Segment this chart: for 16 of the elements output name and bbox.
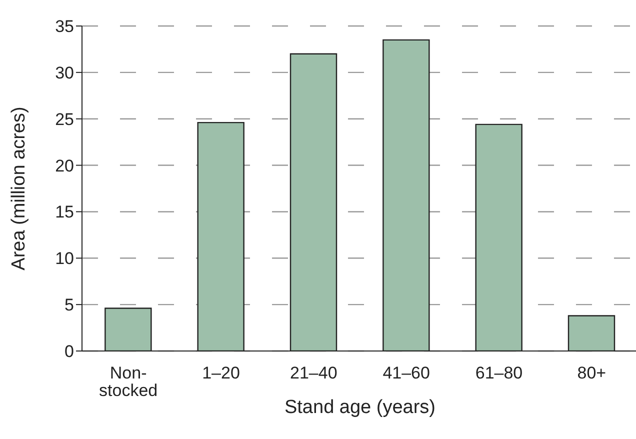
- y-tick-label: 30: [55, 63, 74, 82]
- y-axis-title: Area (million acres): [8, 106, 30, 270]
- x-axis-title: Stand age (years): [284, 397, 436, 418]
- x-tick-label: 1–20: [202, 363, 240, 382]
- x-tick-label: Non-stocked: [99, 363, 158, 400]
- y-tick-label: 35: [55, 17, 74, 36]
- x-tick-label: 41–60: [382, 363, 430, 382]
- y-tick-label: 10: [55, 249, 74, 268]
- x-tick-label: 61–80: [475, 363, 523, 382]
- y-tick-label: 5: [64, 296, 74, 315]
- y-tick-label: 15: [55, 202, 74, 222]
- y-tick-label: 0: [64, 342, 74, 362]
- x-tick-label: 21–40: [290, 363, 338, 382]
- y-tick-label: 25: [55, 110, 74, 129]
- y-tick-label: 20: [55, 156, 74, 176]
- x-tick-label: 80+: [577, 363, 606, 382]
